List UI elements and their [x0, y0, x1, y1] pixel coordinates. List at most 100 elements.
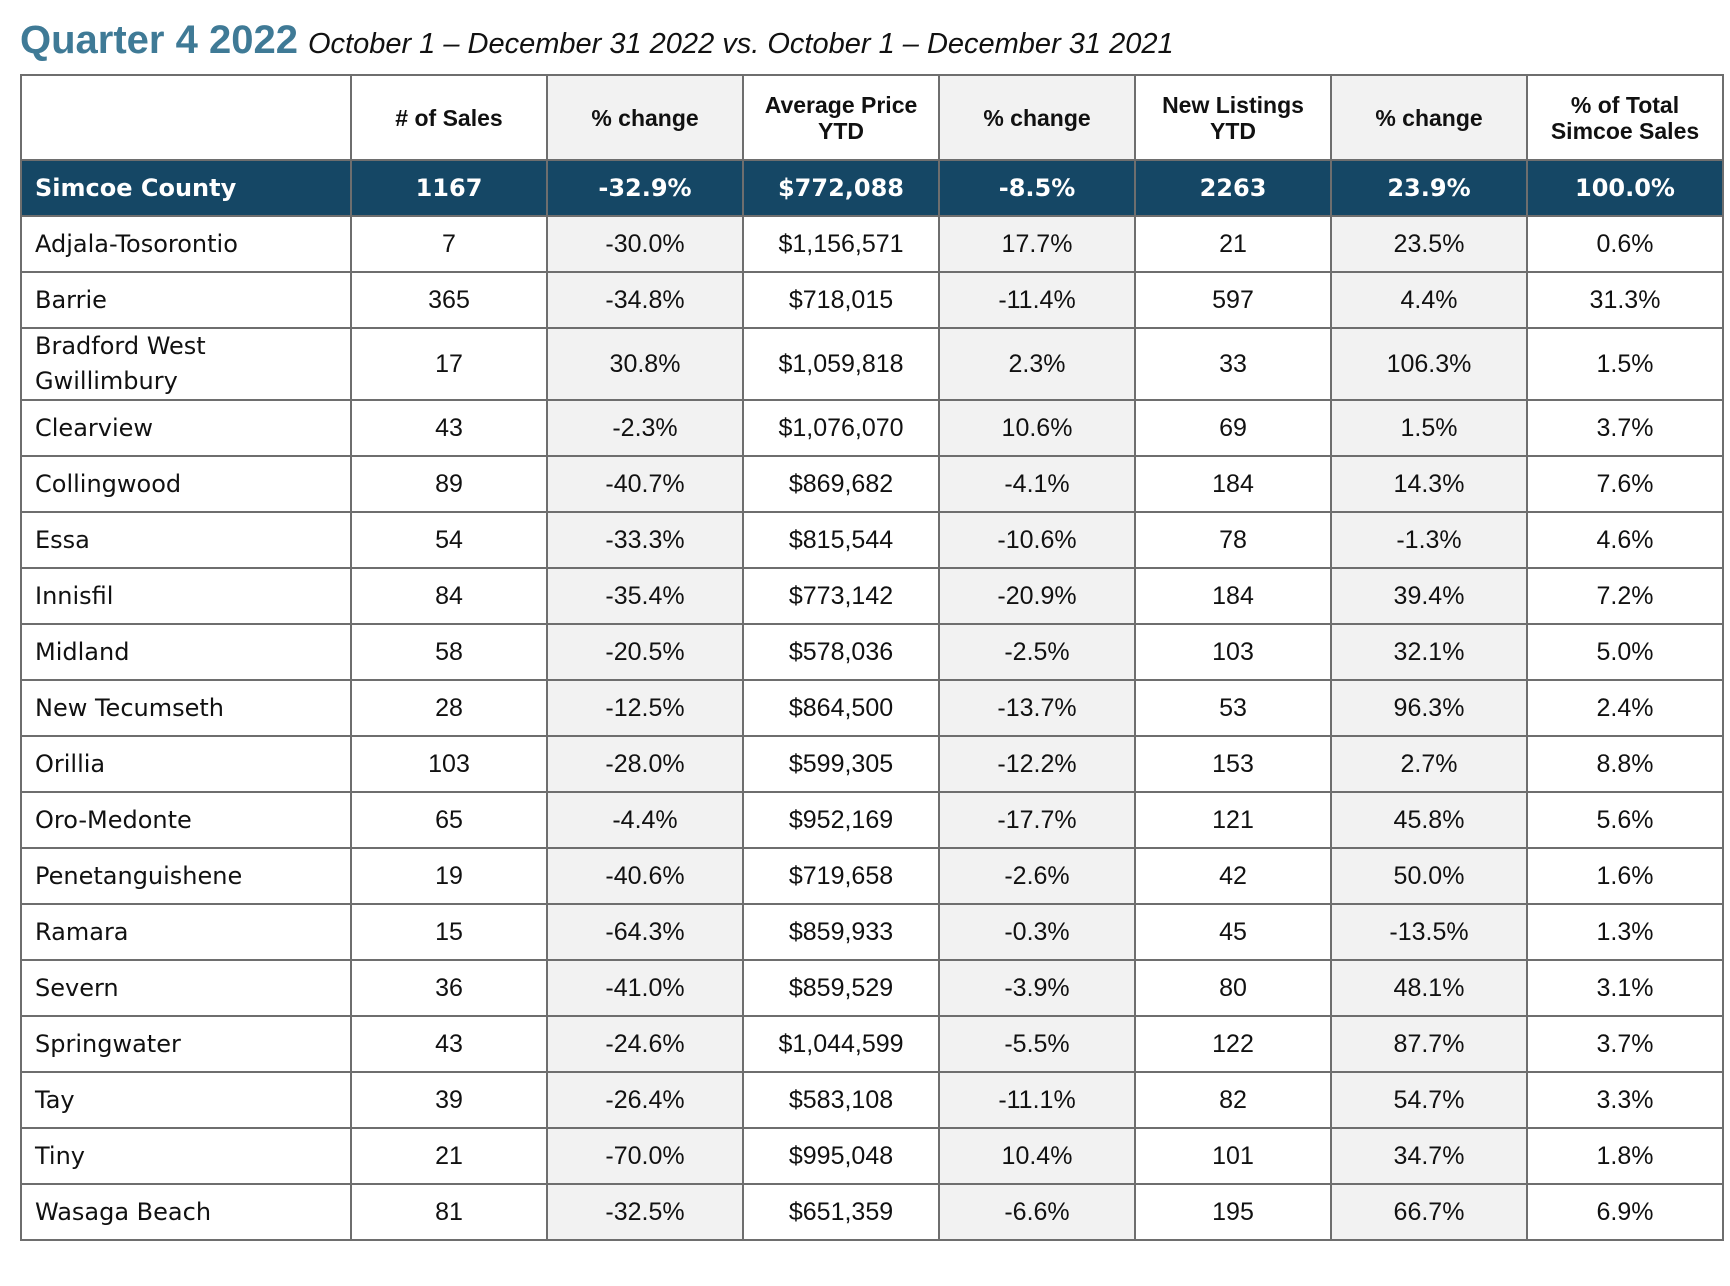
cell-new-listings: 195: [1134, 1183, 1332, 1241]
cell-pct-total: 4.6%: [1526, 511, 1724, 569]
cell-listings-change: 96.3%: [1330, 679, 1528, 737]
cell-listings-change: 32.1%: [1330, 623, 1528, 681]
cell-new-listings: 53: [1134, 679, 1332, 737]
header-pct-total: % of Total Simcoe Sales: [1526, 74, 1724, 161]
cell-municipality: Collingwood: [20, 455, 352, 513]
cell-new-listings: 42: [1134, 847, 1332, 905]
cell-sales-change: -41.0%: [546, 959, 744, 1017]
cell-sales: 7: [350, 215, 548, 273]
cell-price-change: -2.6%: [938, 847, 1136, 905]
header-price-change: % change: [938, 74, 1136, 161]
cell-sales-change: -28.0%: [546, 735, 744, 793]
cell-sales-change: -26.4%: [546, 1071, 744, 1129]
report-title: Quarter 4 2022 October 1 – December 31 2…: [20, 18, 1174, 72]
header-row: # of Sales % change Average Price YTD % …: [20, 74, 1724, 161]
cell-price-change: 10.6%: [938, 399, 1136, 457]
cell-price-change: -0.3%: [938, 903, 1136, 961]
cell-sales: 54: [350, 511, 548, 569]
cell-sales: 39: [350, 1071, 548, 1129]
cell-new-listings: 78: [1134, 511, 1332, 569]
cell-listings-change: 1.5%: [1330, 399, 1528, 457]
cell-municipality: Orillia: [20, 735, 352, 793]
cell-listings-change: 34.7%: [1330, 1127, 1528, 1185]
cell-sales-change: 30.8%: [546, 327, 744, 401]
cell-price-change: -11.1%: [938, 1071, 1136, 1129]
cell-listings-change: 106.3%: [1330, 327, 1528, 401]
cell-sales: 365: [350, 271, 548, 329]
cell-avg-price: $1,059,818: [742, 327, 940, 401]
cell-pct-total: 7.6%: [1526, 455, 1724, 513]
summary-pct-total: 100.0%: [1526, 159, 1724, 217]
cell-avg-price: $859,933: [742, 903, 940, 961]
table-row: Ramara 15 -64.3% $859,933 -0.3% 45 -13.5% 1.3%: [20, 903, 1724, 961]
cell-price-change: -17.7%: [938, 791, 1136, 849]
cell-price-change: -11.4%: [938, 271, 1136, 329]
cell-pct-total: 3.7%: [1526, 1015, 1724, 1073]
cell-sales: 19: [350, 847, 548, 905]
cell-sales: 28: [350, 679, 548, 737]
table-row: Bradford West Gwillimbury 17 30.8% $1,059,81…: [20, 327, 1724, 401]
summary-listings-change: 23.9%: [1330, 159, 1528, 217]
cell-sales: 58: [350, 623, 548, 681]
cell-pct-total: 1.6%: [1526, 847, 1724, 905]
cell-new-listings: 45: [1134, 903, 1332, 961]
cell-price-change: -13.7%: [938, 679, 1136, 737]
summary-name: Simcoe County: [20, 159, 352, 217]
cell-listings-change: 2.7%: [1330, 735, 1528, 793]
cell-new-listings: 122: [1134, 1015, 1332, 1073]
cell-municipality: Adjala-Tosorontio: [20, 215, 352, 273]
cell-avg-price: $719,658: [742, 847, 940, 905]
cell-sales: 89: [350, 455, 548, 513]
cell-listings-change: 87.7%: [1330, 1015, 1528, 1073]
cell-price-change: -12.2%: [938, 735, 1136, 793]
table-row: Clearview 43 -2.3% $1,076,070 10.6% 69 1.5% 3.7…: [20, 399, 1724, 457]
cell-avg-price: $718,015: [742, 271, 940, 329]
cell-pct-total: 3.3%: [1526, 1071, 1724, 1129]
cell-sales-change: -12.5%: [546, 679, 744, 737]
cell-new-listings: 33: [1134, 327, 1332, 401]
cell-new-listings: 184: [1134, 455, 1332, 513]
cell-pct-total: 6.9%: [1526, 1183, 1724, 1241]
cell-municipality: Clearview: [20, 399, 352, 457]
cell-municipality: Wasaga Beach: [20, 1183, 352, 1241]
cell-pct-total: 1.3%: [1526, 903, 1724, 961]
cell-price-change: -10.6%: [938, 511, 1136, 569]
cell-pct-total: 5.0%: [1526, 623, 1724, 681]
table-row: Severn 36 -41.0% $859,529 -3.9% 80 48.1% 3.1%: [20, 959, 1724, 1017]
table-row: Collingwood 89 -40.7% $869,682 -4.1% 184 14.3%…: [20, 455, 1724, 513]
cell-sales-change: -40.6%: [546, 847, 744, 905]
cell-sales-change: -70.0%: [546, 1127, 744, 1185]
cell-municipality: Barrie: [20, 271, 352, 329]
cell-new-listings: 184: [1134, 567, 1332, 625]
cell-pct-total: 7.2%: [1526, 567, 1724, 625]
cell-listings-change: 45.8%: [1330, 791, 1528, 849]
cell-municipality: Ramara: [20, 903, 352, 961]
table-row: Penetanguishene 19 -40.6% $719,658 -2.6% 42 50…: [20, 847, 1724, 905]
cell-municipality: New Tecumseth: [20, 679, 352, 737]
cell-municipality: Innisfil: [20, 567, 352, 625]
cell-new-listings: 80: [1134, 959, 1332, 1017]
header-sales-change: % change: [546, 74, 744, 161]
cell-listings-change: 39.4%: [1330, 567, 1528, 625]
cell-sales-change: -34.8%: [546, 271, 744, 329]
cell-municipality: Tiny: [20, 1127, 352, 1185]
cell-sales-change: -20.5%: [546, 623, 744, 681]
cell-new-listings: 121: [1134, 791, 1332, 849]
cell-sales: 43: [350, 399, 548, 457]
cell-sales-change: -24.6%: [546, 1015, 744, 1073]
header-sales: # of Sales: [350, 74, 548, 161]
cell-pct-total: 8.8%: [1526, 735, 1724, 793]
cell-avg-price: $815,544: [742, 511, 940, 569]
cell-sales-change: -30.0%: [546, 215, 744, 273]
cell-avg-price: $1,076,070: [742, 399, 940, 457]
header-municipality: [20, 74, 352, 161]
table-row: Midland 58 -20.5% $578,036 -2.5% 103 32.1% 5.0%: [20, 623, 1724, 681]
cell-municipality: Midland: [20, 623, 352, 681]
cell-sales: 84: [350, 567, 548, 625]
cell-sales-change: -33.3%: [546, 511, 744, 569]
cell-avg-price: $952,169: [742, 791, 940, 849]
cell-listings-change: -13.5%: [1330, 903, 1528, 961]
table-row: Adjala-Tosorontio 7 -30.0% $1,156,571 17.7% 2…: [20, 215, 1724, 273]
table-header: # of Sales % change Average Price YTD % …: [20, 74, 1724, 161]
cell-municipality: Oro-Medonte: [20, 791, 352, 849]
